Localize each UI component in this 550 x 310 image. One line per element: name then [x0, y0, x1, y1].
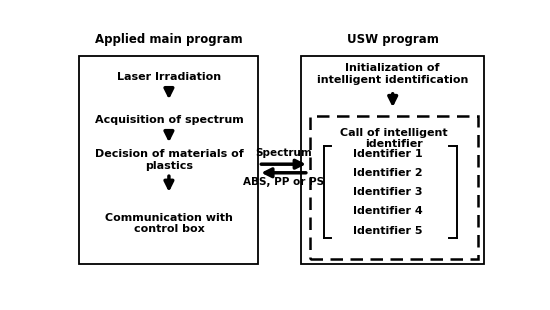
Text: USW program: USW program	[346, 33, 439, 46]
Text: ABS, PP or PS: ABS, PP or PS	[243, 177, 324, 187]
Bar	[301, 56, 485, 264]
Text: Identifier 1: Identifier 1	[353, 149, 422, 159]
Text: Identifier 3: Identifier 3	[353, 187, 422, 197]
Bar	[310, 116, 478, 259]
Bar	[79, 56, 258, 264]
Text: Initialization of
intelligent identification: Initialization of intelligent identifica…	[317, 64, 469, 85]
Text: Call of intelligent
identifier: Call of intelligent identifier	[340, 128, 447, 149]
Text: Spectrum: Spectrum	[255, 148, 312, 158]
Text: Identifier 4: Identifier 4	[353, 206, 422, 216]
Text: Decision of materials of
plastics: Decision of materials of plastics	[95, 149, 243, 171]
Text: Laser Irradiation: Laser Irradiation	[117, 72, 221, 82]
Text: Acquisition of spectrum: Acquisition of spectrum	[95, 115, 243, 125]
Text: Communication with
control box: Communication with control box	[105, 213, 233, 234]
Text: Identifier 5: Identifier 5	[353, 226, 422, 236]
Text: Identifier 2: Identifier 2	[353, 168, 422, 178]
Text: Applied main program: Applied main program	[95, 33, 243, 46]
